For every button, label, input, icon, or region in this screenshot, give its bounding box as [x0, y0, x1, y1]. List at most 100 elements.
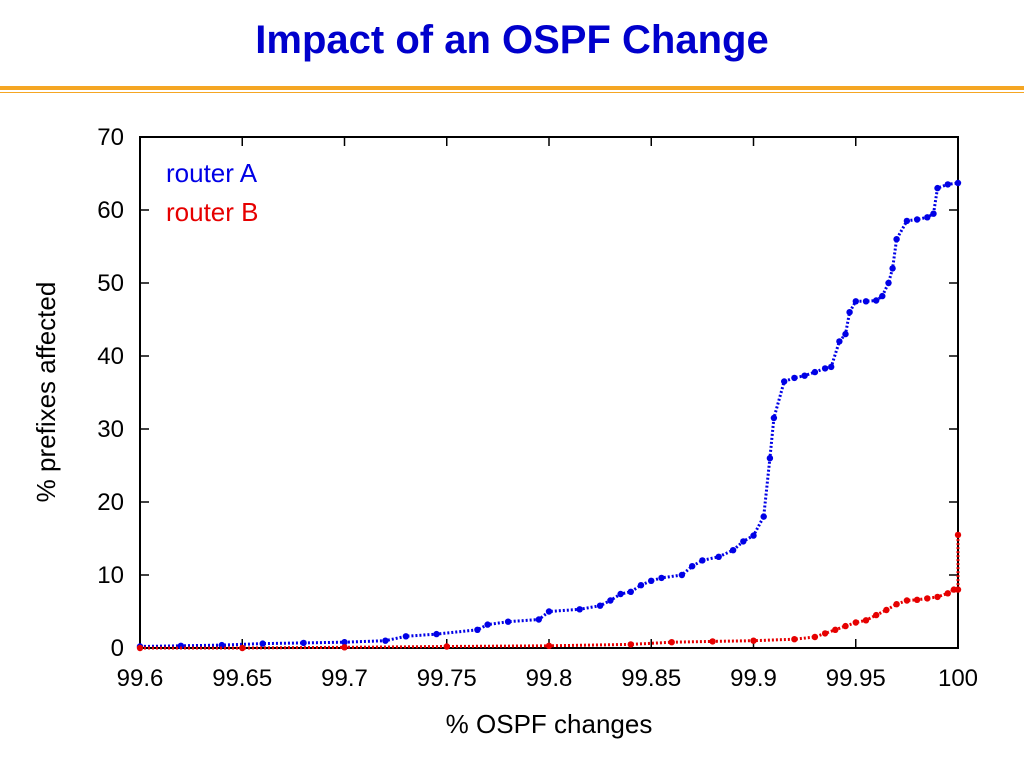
y-tick-label: 20 — [97, 489, 124, 516]
y-tick-label: 40 — [97, 343, 124, 370]
data-point-router-b — [443, 643, 450, 650]
data-point-router-b — [913, 596, 921, 603]
data-point-router-a — [852, 298, 859, 305]
y-tick-label: 10 — [97, 562, 124, 589]
data-point-router-a — [715, 553, 722, 560]
data-point-router-a — [903, 217, 911, 225]
title-divider-thin — [0, 92, 1024, 93]
data-point-router-a — [842, 330, 849, 338]
data-point-router-a — [811, 368, 819, 376]
data-point-router-a — [828, 363, 835, 371]
data-point-router-b — [842, 622, 849, 630]
y-tick-label: 30 — [97, 416, 124, 443]
series-line-router-b — [140, 534, 960, 650]
data-point-router-a — [873, 297, 880, 304]
legend-router-b: router B — [166, 197, 259, 227]
data-point-router-b — [709, 638, 716, 645]
data-point-router-b — [791, 636, 798, 643]
data-point-router-b — [883, 606, 890, 614]
data-point-router-b — [852, 619, 859, 626]
data-point-router-a — [341, 639, 348, 646]
data-point-router-b — [954, 531, 962, 539]
data-point-router-b — [239, 644, 246, 652]
data-point-router-a — [729, 547, 737, 554]
data-point-router-b — [750, 637, 757, 644]
data-point-router-a — [617, 590, 624, 598]
data-point-router-a — [913, 216, 921, 223]
data-point-router-a — [821, 365, 829, 372]
data-point-router-a — [836, 338, 843, 345]
data-point-router-a — [402, 633, 410, 640]
data-point-router-a — [627, 588, 634, 595]
data-point-router-a — [259, 640, 266, 647]
data-point-router-a — [781, 378, 788, 385]
data-point-router-a — [750, 532, 757, 539]
data-point-router-b — [136, 644, 144, 652]
x-tick-label: 99.65 — [212, 665, 272, 692]
x-tick-label: 99.8 — [526, 665, 573, 692]
data-point-router-b — [627, 641, 634, 648]
data-point-router-a — [648, 577, 655, 584]
data-point-router-a — [484, 621, 491, 628]
data-point-router-a — [944, 181, 951, 188]
y-tick-label: 70 — [97, 124, 124, 151]
data-point-router-b — [821, 630, 829, 637]
data-point-router-a — [658, 574, 665, 582]
x-tick-label: 99.75 — [417, 665, 477, 692]
data-point-router-a — [862, 298, 870, 305]
x-tick-label: 99.7 — [321, 665, 368, 692]
data-point-router-a — [689, 563, 696, 570]
data-point-router-a — [954, 179, 962, 187]
data-point-router-b — [811, 633, 819, 641]
data-point-router-a — [760, 513, 767, 520]
data-point-router-b — [934, 593, 941, 601]
data-point-router-a — [504, 618, 512, 625]
x-tick-label: 99.6 — [117, 665, 164, 692]
data-point-router-b — [341, 644, 348, 651]
data-point-router-b — [893, 601, 900, 608]
data-point-router-a — [637, 582, 645, 589]
data-point-router-a — [885, 279, 892, 287]
data-point-router-a — [300, 639, 307, 647]
data-point-router-a — [846, 309, 853, 316]
y-axis: 0 10 20 30 40 50 60 70 — [97, 124, 958, 662]
data-point-router-b — [924, 595, 931, 602]
x-axis: 99.6 99.65 99.7 99.75 99.8 99.85 99.9 99.95 100 — [117, 137, 978, 692]
x-axis-label: % OSPF changes — [446, 709, 653, 739]
x-tick-label: 99.9 — [730, 665, 777, 692]
data-point-router-a — [678, 571, 686, 579]
data-point-router-a — [930, 210, 937, 217]
data-point-router-a — [382, 637, 389, 644]
plot-frame — [139, 136, 959, 649]
data-point-router-a — [924, 214, 931, 221]
data-point-router-b — [954, 586, 962, 593]
y-axis-label: % prefixes affected — [31, 282, 61, 503]
data-point-router-a — [766, 455, 774, 462]
series-line-router-a — [139, 181, 959, 648]
data-point-router-a — [893, 236, 900, 243]
data-point-router-a — [801, 372, 808, 379]
data-point-router-a — [791, 374, 798, 382]
data-point-router-a — [576, 606, 583, 613]
data-point-router-b — [668, 639, 675, 646]
title-divider — [0, 86, 1024, 90]
data-point-router-a — [740, 538, 747, 545]
data-point-router-a — [474, 626, 481, 633]
data-point-router-a — [177, 642, 185, 649]
data-point-router-a — [889, 265, 896, 272]
data-point-router-a — [699, 557, 706, 564]
data-point-router-a — [770, 414, 778, 422]
y-tick-label: 60 — [97, 197, 124, 224]
data-point-router-b — [832, 626, 839, 633]
series-layer — [136, 179, 962, 652]
x-tick-label: 99.95 — [826, 665, 886, 692]
data-point-router-a — [934, 184, 941, 192]
data-point-router-a — [607, 597, 614, 604]
x-tick-label: 100 — [938, 665, 978, 692]
data-point-router-a — [879, 292, 886, 300]
data-point-router-a — [596, 602, 604, 609]
legend-router-a: router A — [166, 158, 258, 188]
x-tick-label: 99.85 — [621, 665, 681, 692]
data-point-router-a — [535, 616, 542, 623]
